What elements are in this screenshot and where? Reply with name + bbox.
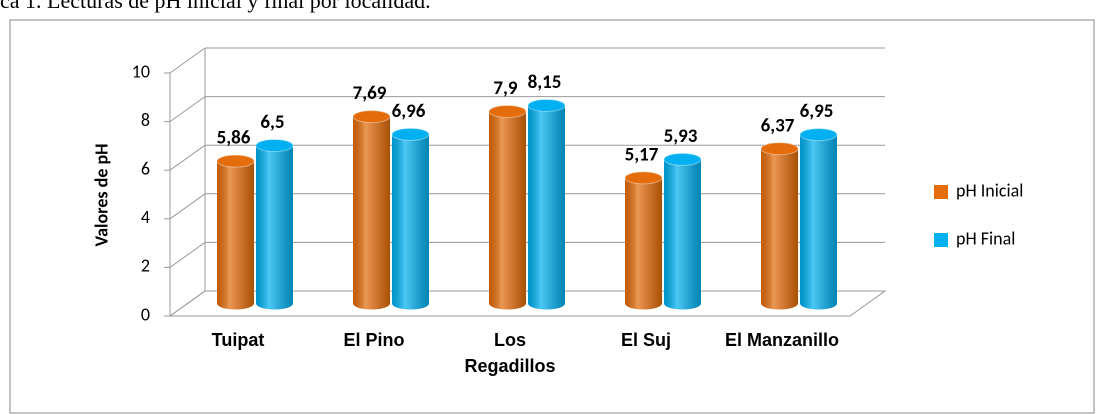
- grid-line: [169, 144, 206, 171]
- y-axis-label: Valores de pH: [90, 144, 112, 247]
- bar-shade: [664, 159, 701, 310]
- bar-top: [799, 128, 838, 142]
- bar-top: [663, 152, 702, 166]
- legend-swatch: [934, 185, 948, 199]
- legend-label: pH Final: [956, 227, 1015, 249]
- y-tick-label: 8: [141, 109, 150, 131]
- data-label: 7,9: [493, 77, 518, 100]
- bar-top: [216, 154, 255, 168]
- bar-shade: [353, 116, 390, 310]
- bar-shade: [761, 148, 798, 310]
- bar-shade: [392, 134, 429, 310]
- chart-border: [9, 19, 1095, 414]
- data-label: 6,37: [761, 114, 795, 137]
- caption: ca 1. Lecturas de pH inicial y final por…: [0, 0, 431, 13]
- grid-line: [169, 193, 206, 220]
- grid-line: [169, 241, 206, 268]
- x-tick-label: Tuipat: [211, 330, 265, 350]
- grid-line: [169, 96, 206, 123]
- legend-swatch: [934, 233, 948, 247]
- legend-label: pH Inicial: [956, 179, 1023, 201]
- y-tick-label: 4: [141, 206, 150, 228]
- x-tick-label: El Pino: [343, 330, 405, 350]
- data-label: 7,69: [353, 82, 387, 105]
- y-tick-label: 10: [132, 60, 150, 82]
- bar-shade: [256, 145, 293, 310]
- bar-top: [352, 110, 391, 124]
- bar-top: [760, 142, 799, 156]
- bar-shade: [800, 134, 837, 310]
- bar-top: [527, 98, 566, 112]
- x-tick-label: Los Regadillos: [464, 330, 556, 376]
- y-tick-label: 6: [141, 157, 150, 179]
- data-label: 5,86: [217, 127, 251, 150]
- y-tick-label: 0: [141, 303, 150, 325]
- data-label: 5,93: [664, 125, 698, 148]
- bar-top: [488, 105, 527, 119]
- bar-top: [624, 171, 663, 185]
- grid-line: [169, 47, 206, 74]
- x-tick-label: El Manzanillo: [724, 330, 839, 350]
- bar-top: [255, 139, 294, 153]
- bar-shade: [217, 161, 254, 310]
- grid-line: [169, 290, 206, 317]
- data-label: 6,95: [800, 100, 834, 123]
- data-label: 6,96: [392, 100, 426, 123]
- bar-shade: [528, 105, 565, 310]
- data-label: 5,17: [625, 143, 659, 166]
- data-label: 8,15: [528, 71, 562, 94]
- x-tick-label: El Suj: [620, 330, 671, 350]
- bar-shade: [489, 111, 526, 310]
- data-label: 6,5: [260, 111, 284, 134]
- y-tick-label: 2: [141, 255, 150, 277]
- bar-shade: [625, 177, 662, 310]
- bar-top: [391, 127, 430, 141]
